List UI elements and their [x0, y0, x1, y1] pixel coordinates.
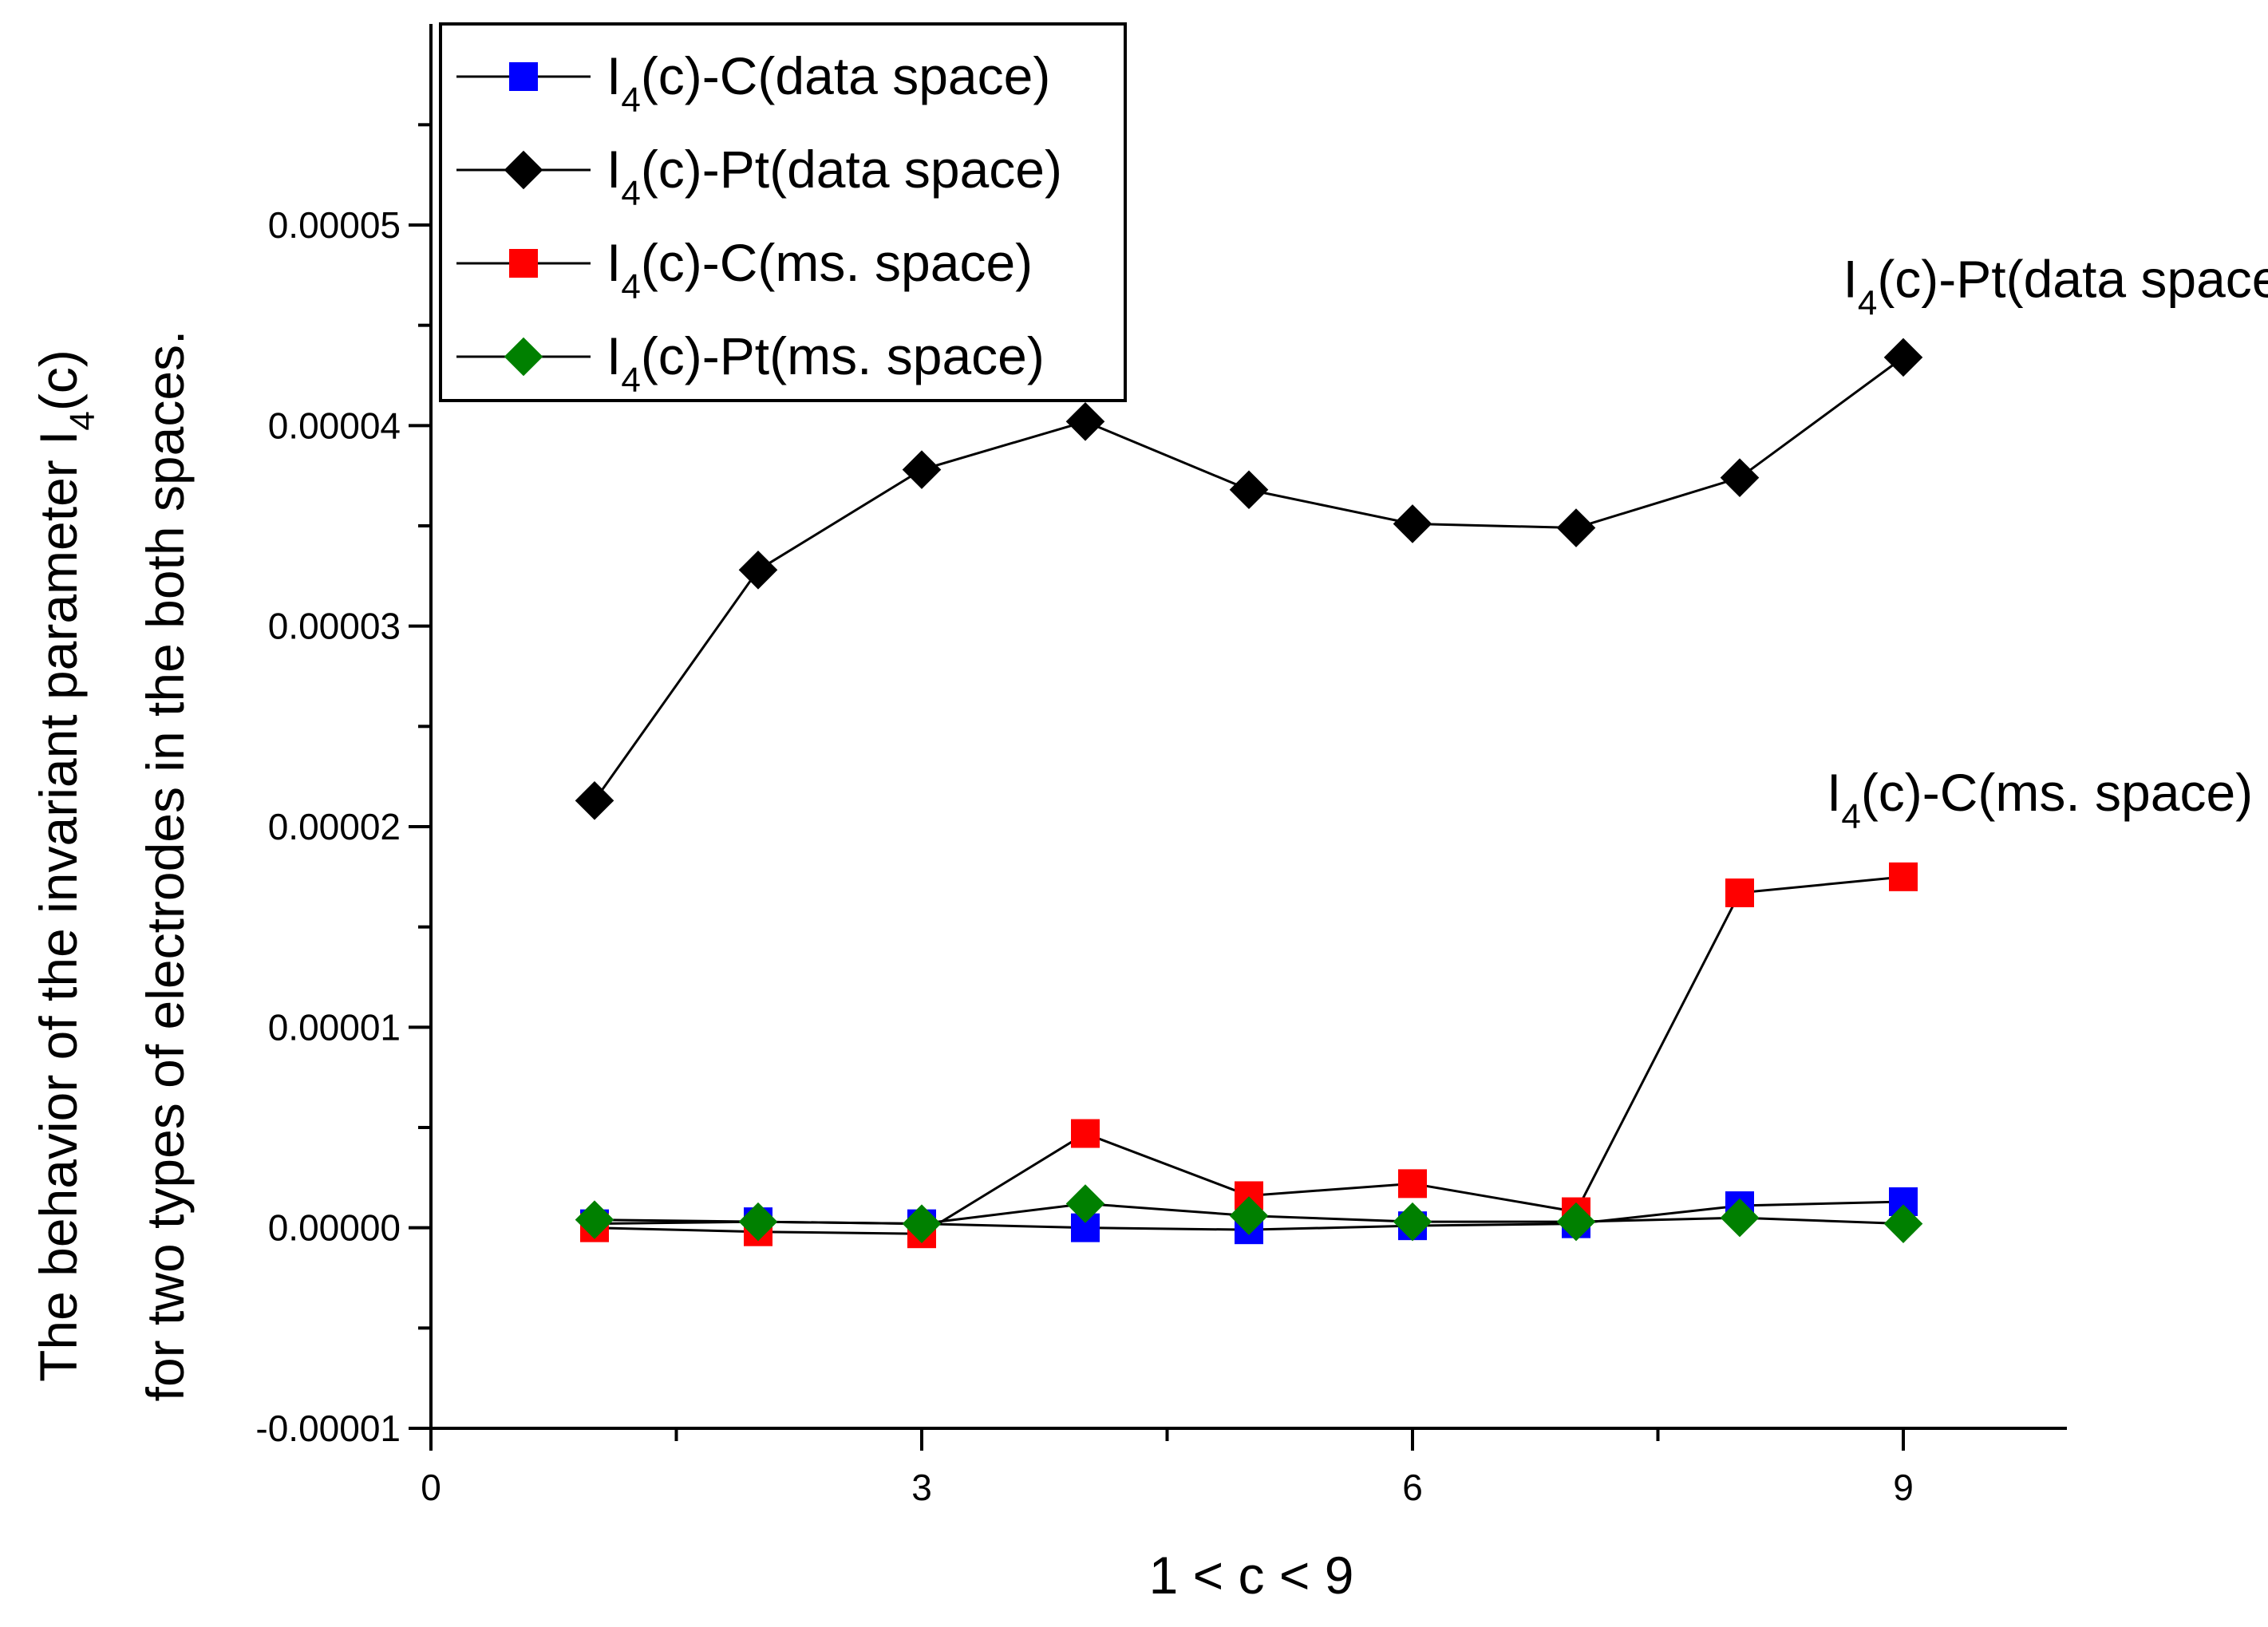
- legend-entry-c-ms: I4(c)-C(ms. space): [456, 233, 1033, 306]
- point-c-ms: [1725, 878, 1754, 907]
- annotations: I4(c)-Pt(data space) I4(c)-C(ms. space): [1827, 249, 2268, 835]
- point-pt-ms: [1065, 1184, 1105, 1223]
- legend-entry-c-data: I4(c)-C(data space): [456, 46, 1050, 120]
- legend-marker: [509, 62, 538, 91]
- y-tick-label: 0.00002: [268, 806, 401, 847]
- point-pt-data: [1720, 458, 1760, 497]
- point-c-ms: [1889, 862, 1918, 891]
- point-pt-ms: [1556, 1202, 1596, 1242]
- series-layer: [575, 338, 1923, 1249]
- point-pt-data: [1229, 470, 1269, 510]
- y-tick-label: 0.00005: [268, 204, 401, 246]
- point-pt-data: [1065, 402, 1105, 441]
- legend-marker: [504, 150, 543, 190]
- point-pt-ms: [1229, 1196, 1269, 1235]
- point-pt-ms: [1720, 1198, 1760, 1238]
- axes: -0.00001 0.00000 0.00001 0.00002 0.00003 0.00…: [255, 24, 2067, 1508]
- legend-marker: [504, 337, 543, 377]
- x-tick-label: 9: [1893, 1467, 1914, 1508]
- y-axis-title: The behavior of the invariant parameter …: [29, 330, 195, 1402]
- point-pt-ms: [1393, 1202, 1432, 1242]
- series-pt-ms: [575, 1184, 1923, 1243]
- point-pt-ms: [1883, 1204, 1923, 1243]
- series-line-c-ms: [594, 875, 1904, 1235]
- point-pt-ms: [902, 1204, 942, 1243]
- point-pt-data: [575, 781, 614, 820]
- point-pt-ms: [575, 1200, 614, 1239]
- x-tick-label: 0: [421, 1467, 441, 1508]
- point-pt-data: [1393, 504, 1432, 543]
- x-tick-label: 6: [1402, 1467, 1423, 1508]
- y-tick-label: 0.00000: [268, 1207, 401, 1249]
- y-tick-label: -0.00001: [255, 1408, 401, 1449]
- point-c-ms: [1071, 1119, 1100, 1148]
- annotation-c-ms: I4(c)-C(ms. space): [1827, 763, 2253, 836]
- series-pt-data: [575, 338, 1923, 820]
- y-axis-title-line1: The behavior of the invariant parameter …: [29, 349, 102, 1382]
- x-tick-label: 3: [911, 1467, 932, 1508]
- legend-label: I4(c)-Pt(data space): [607, 140, 1062, 213]
- legend-marker: [509, 249, 538, 278]
- legend-entry-pt-data: I4(c)-Pt(data space): [456, 140, 1062, 213]
- legend-label: I4(c)-Pt(ms. space): [607, 326, 1045, 400]
- point-pt-data: [902, 450, 942, 489]
- point-pt-data: [1883, 338, 1923, 377]
- y-tick-label: 0.00003: [268, 606, 401, 647]
- series-line-pt-data: [593, 356, 1904, 802]
- point-pt-data: [738, 550, 778, 590]
- point-c-ms: [1398, 1169, 1427, 1199]
- legend-entry-pt-ms: I4(c)-Pt(ms. space): [456, 326, 1045, 400]
- annotation-pt-data: I4(c)-Pt(data space): [1843, 249, 2268, 322]
- y-tick-label: 0.00004: [268, 405, 401, 446]
- point-pt-ms: [738, 1202, 778, 1242]
- legend-box: [439, 22, 1127, 402]
- y-tick-label: 0.00001: [268, 1006, 401, 1048]
- legend-label: I4(c)-C(data space): [607, 46, 1050, 120]
- legend: I4(c)-C(data space) I4(c)-Pt(data space) I…: [439, 22, 1127, 402]
- legend-label: I4(c)-C(ms. space): [607, 233, 1033, 306]
- x-axis-title: 1 < c < 9: [1149, 1546, 1354, 1605]
- point-pt-data: [1556, 508, 1596, 547]
- series-c-ms: [580, 862, 1918, 1249]
- y-axis-title-line2: for two types of electrodes in the both …: [136, 330, 195, 1402]
